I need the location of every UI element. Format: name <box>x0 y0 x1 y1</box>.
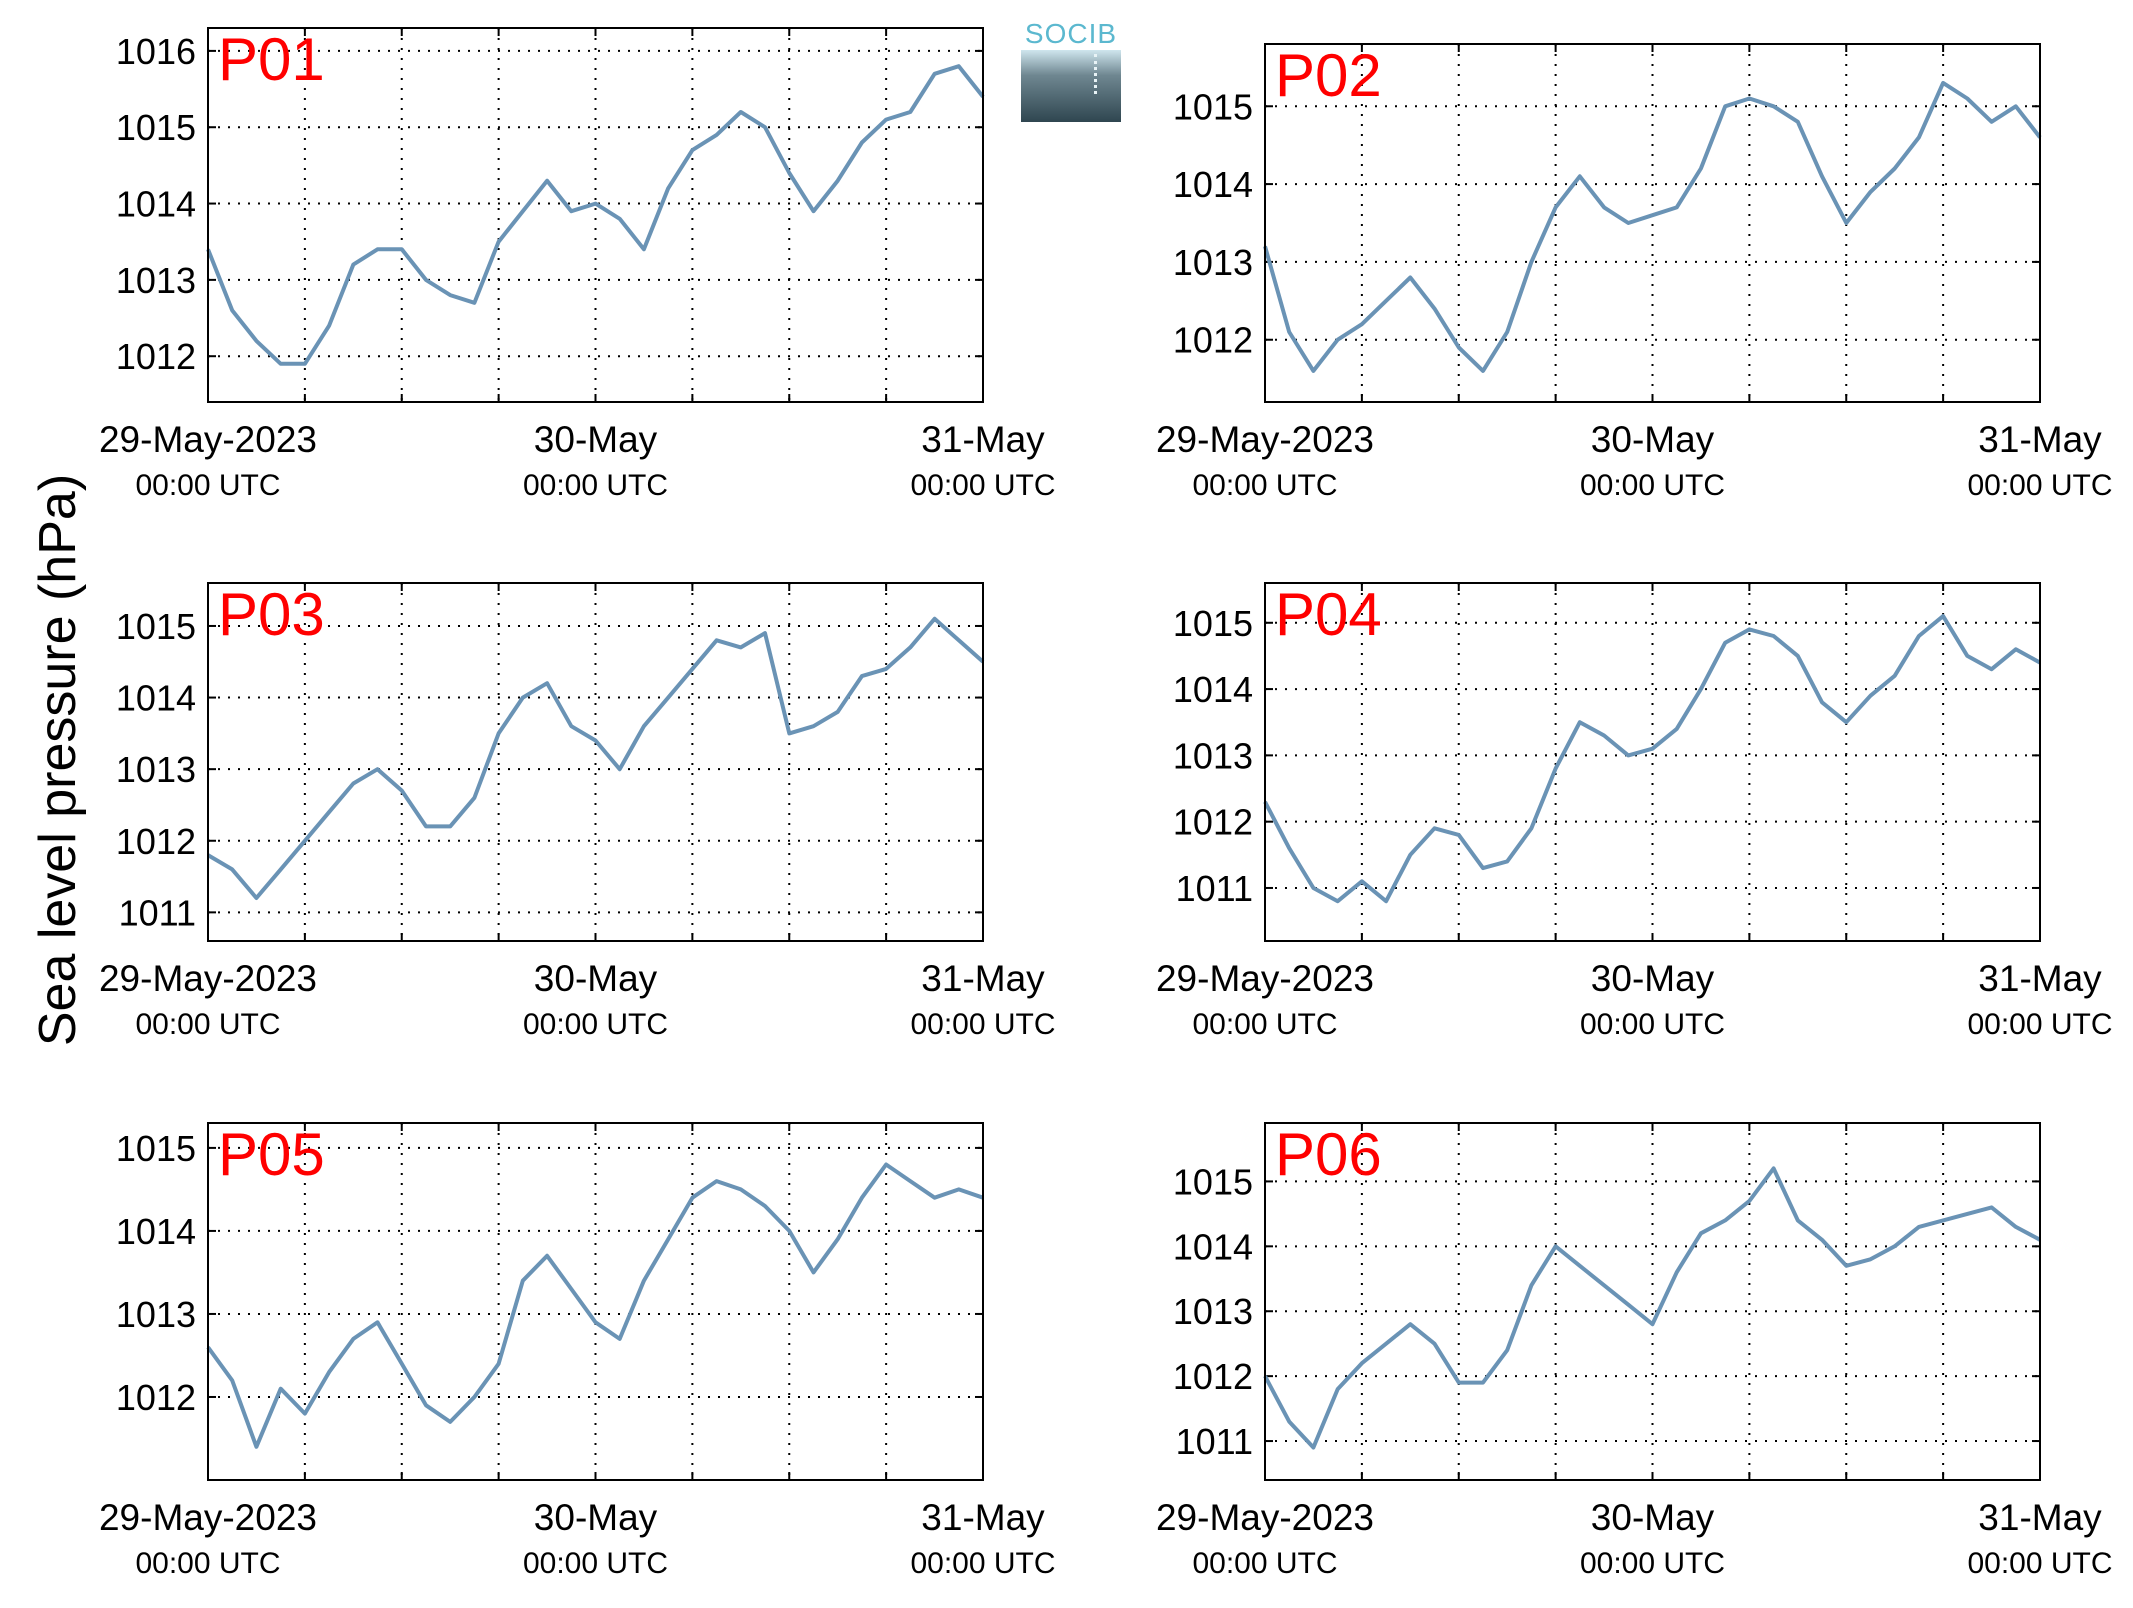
x-tick-label-time: 00:00 UTC <box>523 1547 668 1580</box>
series-line <box>1263 80 2042 373</box>
x-tick-label-time: 00:00 UTC <box>1192 1547 1337 1580</box>
x-tick-label-time: 00:00 UTC <box>1192 1008 1337 1041</box>
panel-label: P01 <box>218 26 325 93</box>
x-tick-label-date: 31-May <box>921 419 1045 460</box>
x-tick-label-date: 29-May-2023 <box>99 419 317 460</box>
chart-panel-p01: 1012 1013 1014 1015 1016 P01 29-May-2023 00:00 … <box>99 26 1056 502</box>
y-tick-label: 1012 <box>116 1377 196 1418</box>
chart-panel-p05: 1012 1013 1014 1015 P05 29-May-2023 00:00 UTC 3… <box>99 1121 1056 1580</box>
x-tick-label-date: 30-May <box>534 1497 658 1538</box>
y-tick-label: 1013 <box>116 1294 196 1335</box>
logo-graphic <box>1021 50 1121 122</box>
x-tick-label-date: 30-May <box>1591 958 1715 999</box>
x-tick-label-time: 00:00 UTC <box>1580 469 1725 502</box>
chart-panel-p02: 1012 1013 1014 1015 P02 29-May-2023 00:00 UTC 3… <box>1156 42 2113 502</box>
series-line <box>206 64 985 366</box>
plot-frame <box>1264 1122 2041 1481</box>
y-tick-label: 1013 <box>1173 735 1253 776</box>
y-tick-label: 1012 <box>1173 320 1253 361</box>
logo-text: SOCIB <box>1024 18 1118 49</box>
x-tick-label-date: 29-May-2023 <box>1156 958 1374 999</box>
y-tick-label: 1014 <box>116 678 196 719</box>
series-line <box>206 616 985 900</box>
x-tick-label-date: 31-May <box>1978 958 2102 999</box>
y-tick-label: 1016 <box>116 31 196 72</box>
x-tick-label-date: 31-May <box>1978 1497 2102 1538</box>
series-line <box>1263 614 2041 904</box>
x-tick-label-date: 29-May-2023 <box>99 1497 317 1538</box>
panel-label: P04 <box>1275 581 1382 648</box>
x-tick-label-date: 29-May-2023 <box>1156 419 1374 460</box>
x-tick-label-date: 30-May <box>534 419 658 460</box>
chart-panel-p04: 1011 1012 1013 1014 1015 P04 29-May-2023 00:00 … <box>1156 581 2113 1041</box>
x-tick-label-time: 00:00 UTC <box>135 1547 280 1580</box>
y-tick-label: 1014 <box>1173 669 1253 710</box>
y-tick-label: 1015 <box>1173 86 1253 127</box>
y-tick-label: 1012 <box>116 336 196 377</box>
y-axis-label-text: Sea level pressure (hPa) <box>29 473 87 1047</box>
panel-label: P06 <box>1275 1121 1382 1188</box>
x-tick-label-date: 29-May-2023 <box>1156 1497 1374 1538</box>
y-tick-label: 1014 <box>1173 1226 1253 1267</box>
panel-label: P03 <box>218 581 325 648</box>
chart-panel-p06: 1011 1012 1013 1014 1015 P06 29-May-2023 00:00 … <box>1156 1121 2113 1580</box>
y-tick-label: 1015 <box>116 1128 196 1169</box>
logo-dots <box>1094 54 1097 94</box>
chart-panel-p03: 1011 1012 1013 1014 1015 P03 29-May-2023 00:00 … <box>99 581 1056 1041</box>
series-line <box>1263 1166 2041 1450</box>
y-tick-label: 1013 <box>116 749 196 790</box>
x-tick-label-time: 00:00 UTC <box>910 1008 1055 1041</box>
x-tick-label-time: 00:00 UTC <box>523 469 668 502</box>
x-tick-label-date: 31-May <box>1978 419 2102 460</box>
x-tick-label-time: 00:00 UTC <box>910 469 1055 502</box>
y-tick-label: 1013 <box>1173 1291 1253 1332</box>
x-tick-label-time: 00:00 UTC <box>1580 1008 1725 1041</box>
y-tick-label: 1012 <box>1173 802 1253 843</box>
plot-frame <box>207 27 984 403</box>
y-tick-label: 1014 <box>116 1211 196 1252</box>
x-tick-label-time: 00:00 UTC <box>135 1008 280 1041</box>
x-tick-label-date: 31-May <box>921 958 1045 999</box>
x-tick-label-date: 30-May <box>1591 1497 1715 1538</box>
y-tick-label: 1011 <box>1176 1421 1253 1462</box>
x-tick-label-time: 00:00 UTC <box>523 1008 668 1041</box>
x-tick-label-date: 29-May-2023 <box>99 958 317 999</box>
x-tick-label-time: 00:00 UTC <box>910 1547 1055 1580</box>
plot-frame <box>207 1122 984 1481</box>
x-tick-label-time: 00:00 UTC <box>1967 1547 2112 1580</box>
y-tick-label: 1015 <box>116 107 196 148</box>
socib-logo: SOCIB <box>1021 18 1121 122</box>
y-tick-label: 1011 <box>119 892 196 933</box>
panel-label: P02 <box>1275 42 1382 109</box>
y-tick-label: 1015 <box>1173 1161 1253 1202</box>
x-tick-label-time: 00:00 UTC <box>1967 469 2112 502</box>
y-tick-label: 1014 <box>116 184 196 225</box>
plot-frame <box>1264 582 2041 942</box>
plot-frame <box>1264 43 2041 403</box>
x-tick-label-time: 00:00 UTC <box>1192 469 1337 502</box>
y-tick-label: 1013 <box>116 260 196 301</box>
x-tick-label-date: 31-May <box>921 1497 1045 1538</box>
x-tick-label-date: 30-May <box>534 958 658 999</box>
x-tick-label-time: 00:00 UTC <box>135 469 280 502</box>
y-tick-label: 1014 <box>1173 164 1253 205</box>
x-tick-label-date: 30-May <box>1591 419 1715 460</box>
plot-frame <box>207 582 984 942</box>
y-tick-label: 1012 <box>1173 1356 1253 1397</box>
y-tick-label: 1015 <box>116 606 196 647</box>
y-tick-label: 1013 <box>1173 242 1253 283</box>
x-tick-label-time: 00:00 UTC <box>1967 1008 2112 1041</box>
panel-label: P05 <box>218 1121 325 1188</box>
x-tick-label-time: 00:00 UTC <box>1580 1547 1725 1580</box>
series-line <box>206 1162 984 1449</box>
y-tick-label: 1015 <box>1173 603 1253 644</box>
y-tick-label: 1012 <box>116 821 196 862</box>
y-tick-label: 1011 <box>1176 868 1253 909</box>
